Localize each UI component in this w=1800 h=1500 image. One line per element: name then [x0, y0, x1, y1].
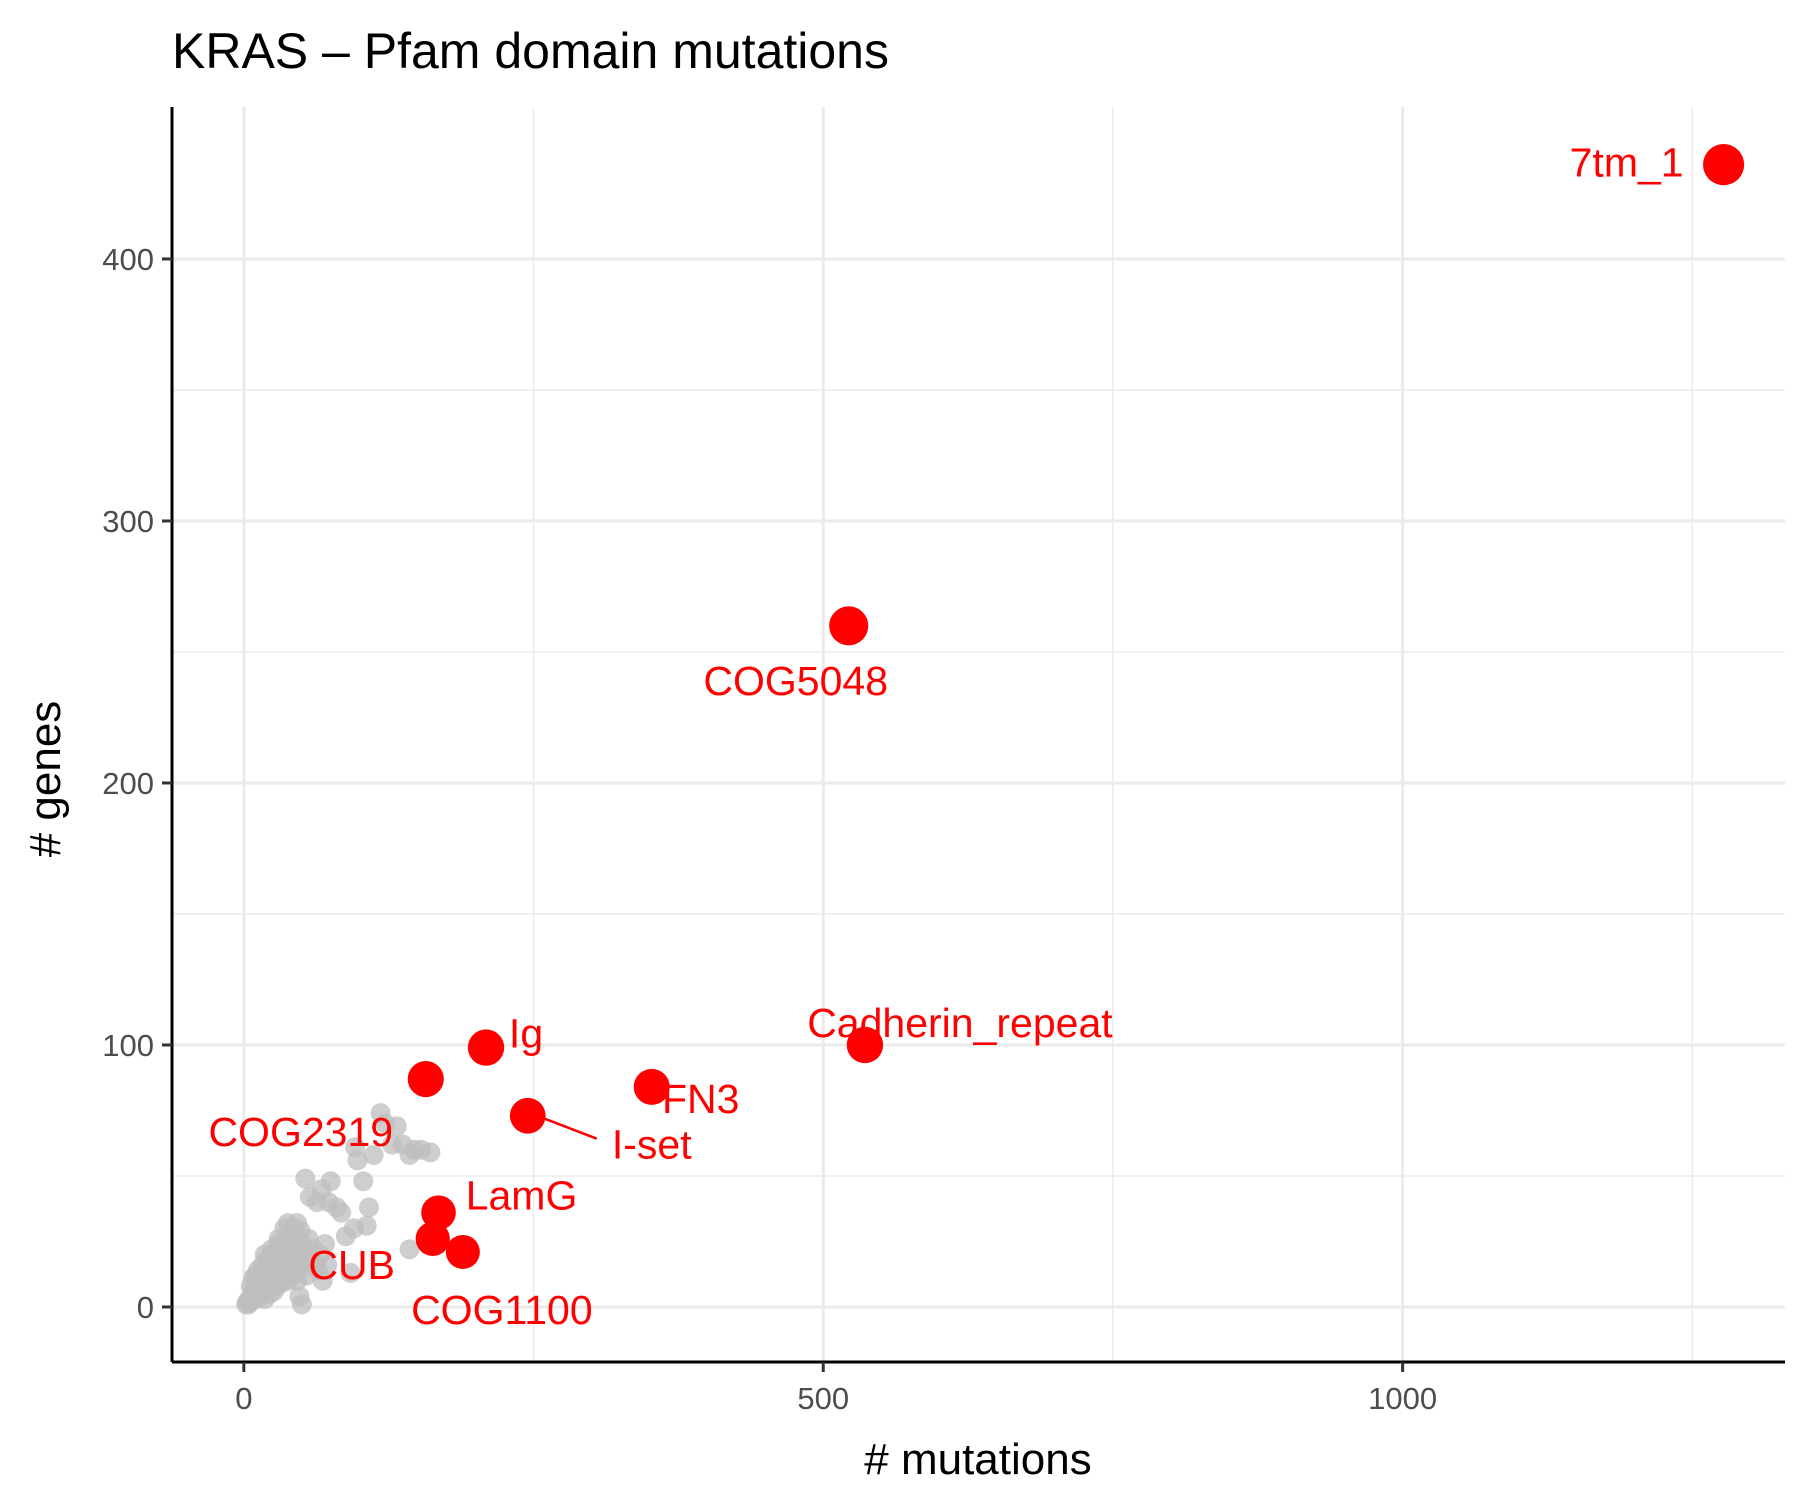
y-axis-title: # genes [21, 701, 70, 858]
tick-labels: 0 500 1000 0 100 200 300 400 [102, 242, 1437, 1416]
highlighted-point [421, 1195, 456, 1230]
label-leader-line [541, 1116, 598, 1140]
chart-title: KRAS – Pfam domain mutations [172, 23, 889, 79]
background-point [295, 1168, 316, 1189]
y-tick-label: 400 [102, 242, 154, 277]
background-point [340, 1262, 361, 1283]
background-point [363, 1145, 384, 1166]
grid [172, 107, 1785, 1362]
y-tick-label: 100 [102, 1028, 154, 1063]
point-label: 7tm_1 [1570, 140, 1684, 186]
point-label: COG2319 [208, 1109, 393, 1155]
point-label: COG5048 [703, 658, 888, 704]
highlighted-point [407, 1060, 444, 1098]
axes [162, 107, 1785, 1372]
background-point [291, 1294, 312, 1315]
background-point [252, 1260, 273, 1281]
background-point [399, 1239, 420, 1260]
background-point [317, 1255, 338, 1276]
x-tick-label: 500 [797, 1381, 849, 1416]
point-label: I-set [612, 1122, 692, 1168]
highlighted-point [509, 1097, 546, 1134]
background-point [356, 1215, 377, 1236]
highlighted-point [415, 1221, 450, 1256]
background-point [285, 1234, 306, 1255]
background-point [353, 1171, 374, 1192]
point-label: LamG [466, 1173, 578, 1219]
y-tick-label: 200 [102, 766, 154, 801]
highlighted-point [829, 606, 869, 646]
background-point [420, 1142, 441, 1163]
highlighted-point [467, 1029, 505, 1066]
point-label: COG1100 [411, 1287, 593, 1333]
x-tick-label: 0 [235, 1381, 252, 1416]
background-points [236, 1103, 441, 1315]
background-point [320, 1171, 341, 1192]
highlighted-point [445, 1234, 480, 1269]
x-axis-title: # mutations [864, 1435, 1091, 1484]
background-point [358, 1197, 379, 1218]
point-label: Ig [509, 1011, 543, 1057]
point-label: Cadherin_repeat [807, 1000, 1113, 1046]
background-point [314, 1234, 335, 1255]
y-tick-label: 0 [137, 1290, 154, 1325]
background-point [345, 1137, 366, 1158]
highlighted-point [633, 1068, 670, 1105]
highlighted-point [846, 1026, 884, 1064]
background-point [386, 1116, 407, 1137]
x-tick-label: 1000 [1368, 1381, 1437, 1416]
background-point [254, 1244, 275, 1265]
background-point [312, 1270, 333, 1291]
background-point [331, 1202, 352, 1223]
point-label: CUB [308, 1242, 395, 1288]
highlighted-point [1702, 144, 1745, 186]
point-label: FN3 [662, 1076, 739, 1122]
y-tick-label: 300 [102, 504, 154, 539]
